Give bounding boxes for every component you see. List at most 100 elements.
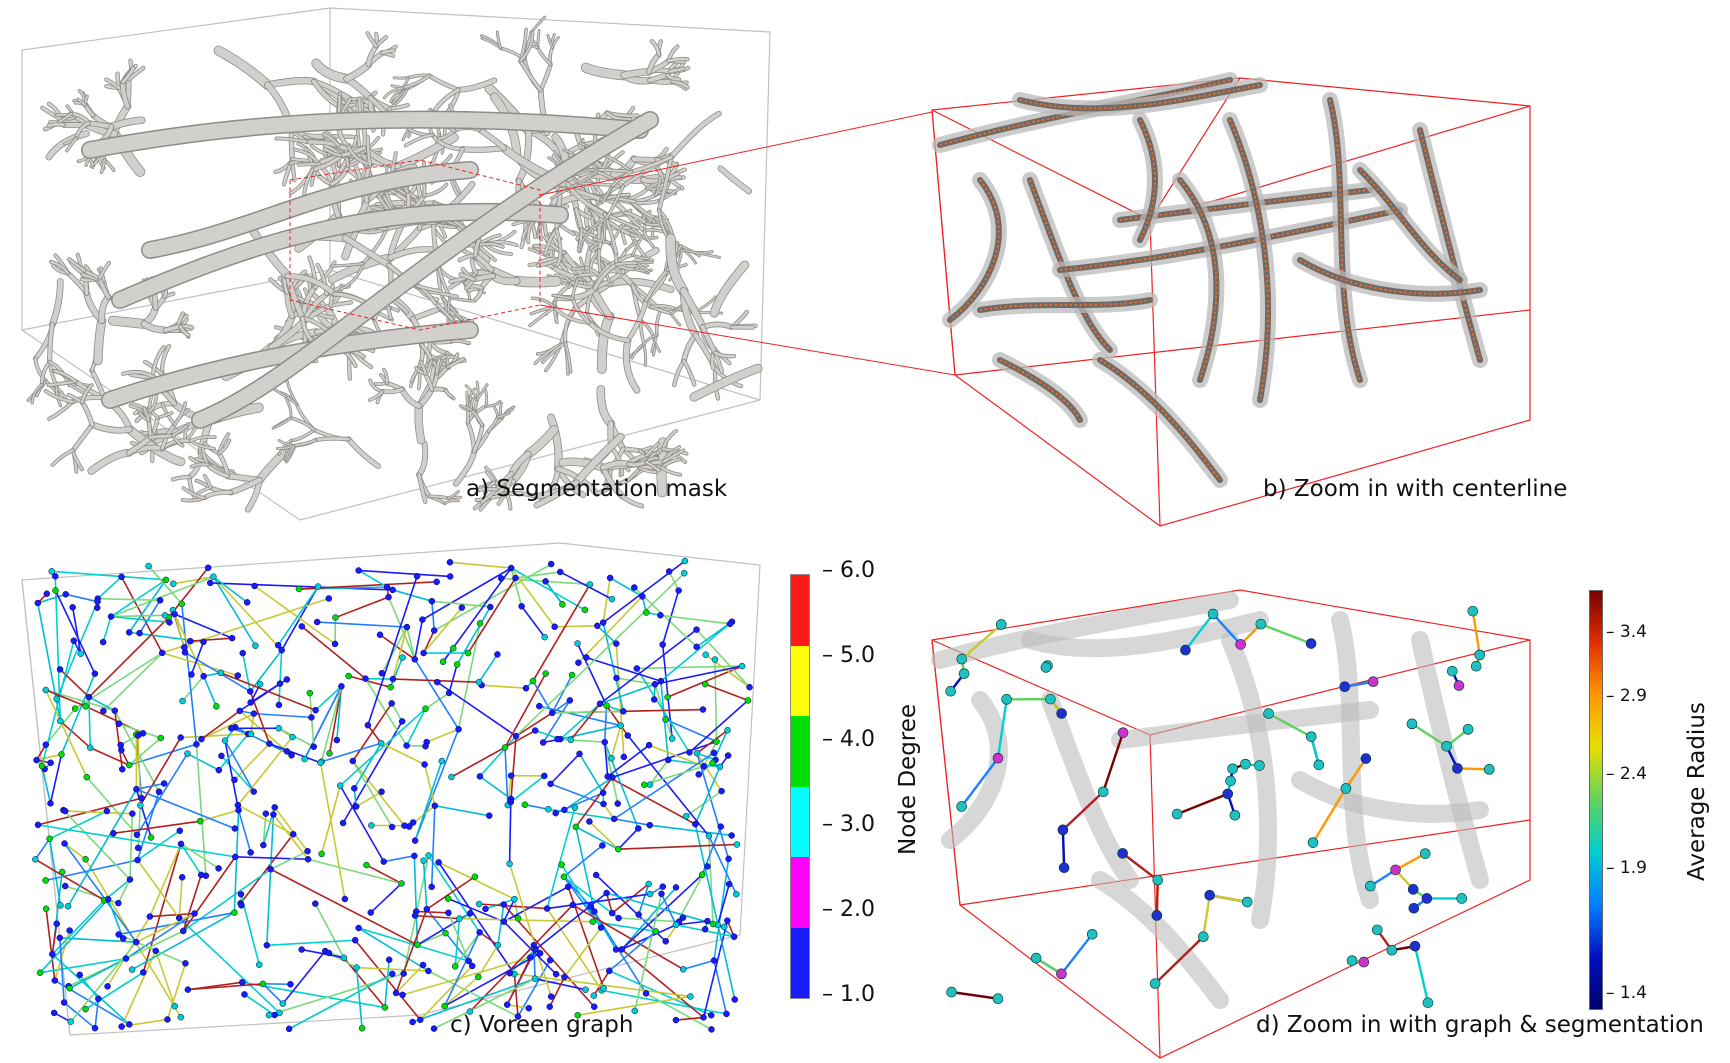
- graph-edge: [448, 664, 458, 694]
- graph-edge: [34, 838, 51, 860]
- graph-edge: [335, 596, 389, 619]
- graph-edge: [613, 752, 715, 820]
- graph-node: [500, 901, 507, 908]
- graph-node: [207, 579, 214, 587]
- graph-edge: [282, 950, 326, 1005]
- vessel-segment: [519, 31, 534, 62]
- graph-node: [100, 707, 107, 715]
- graph-edge: [577, 595, 643, 664]
- graph-node: [147, 834, 155, 841]
- graph-edge: [479, 931, 499, 946]
- graph-node: [401, 822, 408, 829]
- average-radius-colorbar: [1589, 590, 1603, 1010]
- graph-edge: [148, 565, 183, 605]
- graph-node: [583, 654, 590, 661]
- graph-node: [399, 991, 406, 999]
- graph-edge: [572, 904, 684, 970]
- graph-node: [140, 969, 147, 976]
- graph-node: [466, 910, 474, 917]
- vessel-segment: [214, 46, 273, 90]
- vessel-segment: [643, 230, 654, 248]
- graph-edge: [336, 686, 343, 741]
- graph-node: [178, 600, 185, 608]
- voreen-graph-panel: [21, 542, 761, 1036]
- vessel-segment: [553, 300, 558, 324]
- graph-edge: [154, 950, 176, 1007]
- graph-node: [252, 642, 259, 649]
- graph-node: [1255, 618, 1267, 630]
- average-radius-axis-title: Average Radius: [1684, 702, 1710, 881]
- graph-edge: [118, 933, 186, 965]
- graph-edge: [142, 843, 182, 973]
- graph-node: [657, 612, 664, 619]
- graph-node: [278, 646, 285, 654]
- graph-node: [512, 732, 520, 740]
- graph-node: [541, 633, 548, 641]
- graph-node: [56, 666, 64, 673]
- graph-node: [1446, 665, 1458, 677]
- graph-edge: [384, 959, 391, 1008]
- graph-node: [718, 787, 725, 795]
- graph-edge: [54, 590, 96, 675]
- graph-node: [599, 619, 607, 626]
- graph-edge: [405, 708, 427, 746]
- graph-node: [1470, 660, 1482, 672]
- graph-edge: [39, 957, 127, 974]
- vessel-segment: [67, 257, 87, 273]
- graph-edge: [178, 877, 183, 918]
- graph-node: [700, 762, 708, 770]
- graph-node: [1056, 708, 1067, 719]
- graph-node: [176, 827, 184, 835]
- graph-edge: [665, 718, 717, 743]
- graph-edge: [212, 576, 257, 647]
- graph-node: [313, 618, 321, 626]
- graph-edge: [469, 904, 574, 1013]
- graph-node: [411, 852, 418, 860]
- graph-node: [590, 1003, 598, 1010]
- graph-node: [318, 850, 325, 858]
- vessel-segment: [171, 425, 187, 437]
- graph-node: [700, 1014, 707, 1021]
- graph-node: [119, 935, 127, 942]
- graph-edge: [478, 653, 499, 683]
- graph-edge: [136, 782, 165, 790]
- graph-edge: [637, 883, 650, 915]
- vessel-segment: [416, 284, 443, 293]
- graph-edge: [1061, 829, 1066, 868]
- centerline: [1179, 179, 1218, 381]
- graph-node: [1452, 763, 1463, 774]
- vessel-segment: [655, 310, 662, 337]
- graph-node: [184, 986, 192, 993]
- graph-edge: [107, 898, 124, 939]
- graph-node: [94, 598, 101, 605]
- vessel-segment: [543, 235, 566, 255]
- graph-edge: [694, 766, 721, 825]
- graph-node: [693, 643, 700, 651]
- graph-edge: [202, 675, 218, 707]
- graph-node: [133, 831, 141, 839]
- graph-node: [99, 638, 107, 646]
- graph-node: [419, 961, 427, 969]
- graph-edge: [166, 963, 187, 1020]
- vessel-segment: [534, 480, 579, 508]
- graph-edge: [621, 874, 703, 950]
- graph-node: [152, 947, 159, 955]
- vessel-segment: [74, 121, 91, 140]
- graph-node: [215, 766, 223, 774]
- graph-node: [179, 697, 186, 705]
- graph-node: [507, 564, 515, 572]
- graph-node: [117, 741, 124, 749]
- graph-node: [364, 721, 372, 729]
- graph-edge: [447, 897, 505, 923]
- graph-edge: [683, 959, 715, 971]
- graph-node: [1462, 724, 1474, 735]
- graph-node: [158, 649, 166, 657]
- graph-edge: [717, 924, 735, 938]
- graph-edge: [497, 904, 505, 946]
- graph-edge: [45, 689, 88, 778]
- graph-node: [161, 612, 169, 619]
- graph-node: [693, 626, 700, 633]
- graph-node: [603, 702, 610, 709]
- graph-node: [659, 641, 666, 648]
- graph-node: [409, 819, 417, 826]
